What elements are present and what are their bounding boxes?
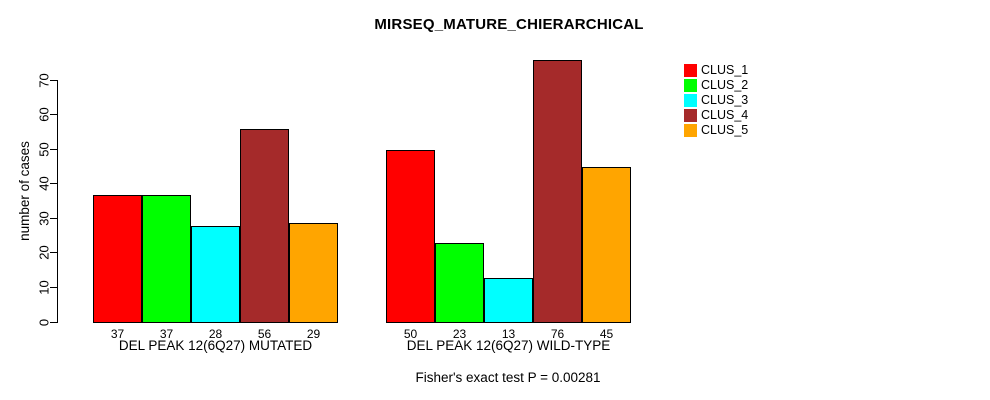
- y-tick-label: 70: [36, 72, 52, 88]
- bar-clus_2-group1: [142, 195, 191, 323]
- bar-value: 29: [306, 327, 321, 341]
- legend-label: CLUS_5: [701, 123, 749, 137]
- y-tick-mark: [50, 217, 57, 219]
- y-tick-label: 20: [36, 245, 52, 261]
- bar-value: 56: [257, 327, 272, 341]
- y-tick-label: 60: [36, 107, 52, 122]
- bar-clus_5-group2: [582, 167, 631, 323]
- bar-clus_4-group1: [240, 129, 289, 323]
- bar-clus_4-group2: [533, 60, 582, 323]
- y-tick-mark: [50, 252, 57, 254]
- y-tick-mark: [50, 148, 57, 150]
- y-tick-mark: [50, 183, 57, 185]
- category-label: DEL PEAK 12(6Q27) MUTATED: [118, 338, 313, 353]
- legend-swatch-clus_1: [684, 64, 697, 77]
- bar-clus_5-group1: [289, 222, 338, 323]
- legend-swatch-clus_5: [684, 124, 697, 137]
- legend-label: CLUS_4: [701, 108, 749, 122]
- legend: CLUS_1 CLUS_2 CLUS_3 CLUS_4 CLUS_5: [684, 63, 748, 138]
- legend-item: CLUS_3: [684, 93, 748, 108]
- y-tick-mark: [50, 79, 57, 81]
- bar-value: 28: [208, 327, 223, 341]
- legend-swatch-clus_2: [684, 79, 697, 92]
- y-tick-label: 50: [36, 141, 52, 157]
- bar-clus_1-group1: [93, 195, 142, 323]
- legend-item: CLUS_5: [684, 123, 748, 138]
- legend-label: CLUS_3: [701, 93, 749, 107]
- y-tick-label: 40: [36, 176, 52, 191]
- y-tick-label: 10: [36, 280, 52, 295]
- bar-clus_3-group1: [191, 226, 240, 323]
- y-axis-title: number of cases: [17, 141, 32, 241]
- legend-swatch-clus_3: [684, 94, 697, 107]
- bar-clus_3-group2: [484, 278, 533, 323]
- bar-value: 23: [452, 327, 467, 341]
- bar-clus_1-group2: [386, 150, 435, 323]
- y-tick-mark: [50, 286, 57, 288]
- bar-value: 76: [550, 327, 565, 341]
- y-tick-mark: [50, 321, 57, 323]
- bar-value: 45: [599, 327, 614, 341]
- category-label: DEL PEAK 12(6Q27) WILD-TYPE: [406, 338, 611, 353]
- y-tick-mark: [50, 114, 57, 116]
- legend-item: CLUS_2: [684, 78, 748, 93]
- legend-item: CLUS_1: [684, 63, 748, 78]
- legend-swatch-clus_4: [684, 109, 697, 122]
- bar-value: 13: [501, 327, 516, 341]
- bar-value: 37: [110, 327, 125, 341]
- legend-label: CLUS_2: [701, 78, 749, 92]
- legend-label: CLUS_1: [701, 63, 749, 77]
- bar-value: 50: [403, 327, 418, 341]
- y-tick-label: 30: [36, 211, 52, 226]
- bar-clus_2-group2: [435, 243, 484, 323]
- y-axis-line: [57, 80, 58, 323]
- y-tick-label: 0: [36, 318, 52, 326]
- chart-title: MIRSEQ_MATURE_CHIERARCHICAL: [374, 16, 644, 33]
- legend-item: CLUS_4: [684, 108, 748, 123]
- bar-value: 37: [159, 327, 174, 341]
- annotation-text: Fisher's exact test P = 0.00281: [415, 370, 601, 385]
